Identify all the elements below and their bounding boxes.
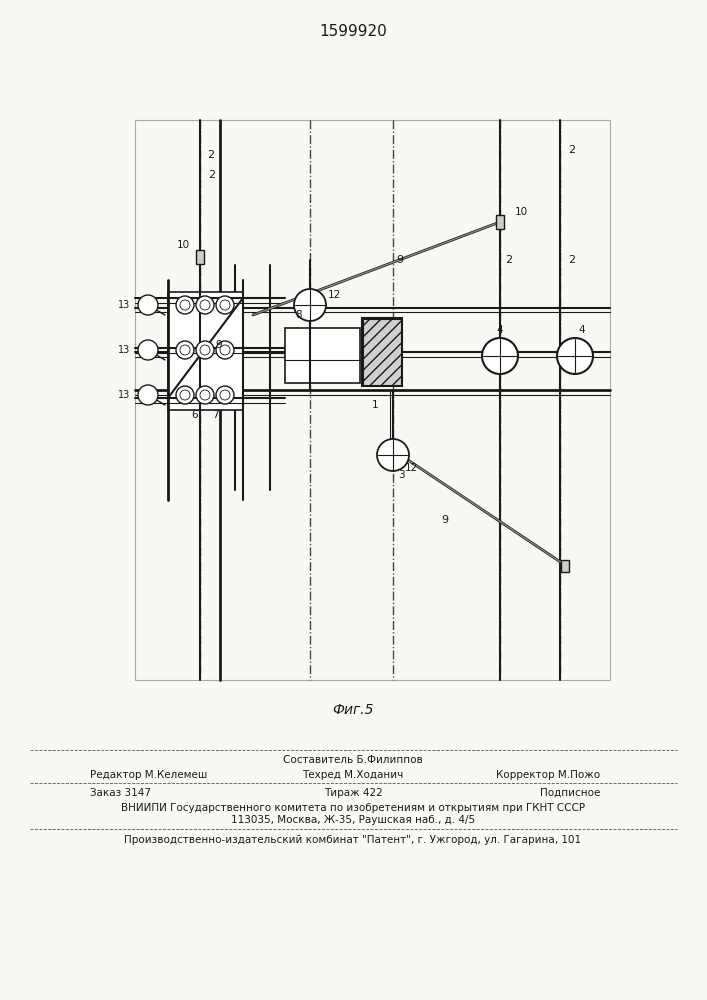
Text: 13: 13 xyxy=(118,390,130,400)
Circle shape xyxy=(196,386,214,404)
Text: 10: 10 xyxy=(177,240,190,250)
Text: 3: 3 xyxy=(398,470,404,480)
Circle shape xyxy=(138,385,158,405)
Text: 1599920: 1599920 xyxy=(319,24,387,39)
Circle shape xyxy=(196,296,214,314)
Circle shape xyxy=(557,338,593,374)
Text: Техред М.Ходанич: Техред М.Ходанич xyxy=(303,770,404,780)
Circle shape xyxy=(220,390,230,400)
Text: 9: 9 xyxy=(215,340,221,350)
Circle shape xyxy=(176,341,194,359)
Bar xyxy=(362,318,402,386)
Circle shape xyxy=(180,390,190,400)
Text: Составитель Б.Филиппов: Составитель Б.Филиппов xyxy=(283,755,423,765)
Text: Производственно-издательский комбинат "Патент", г. Ужгород, ул. Гагарина, 101: Производственно-издательский комбинат "П… xyxy=(124,835,582,845)
Bar xyxy=(135,120,610,680)
Bar xyxy=(168,292,243,410)
Circle shape xyxy=(294,289,326,321)
Circle shape xyxy=(180,345,190,355)
Bar xyxy=(496,215,504,229)
Bar xyxy=(363,319,401,385)
Text: 7: 7 xyxy=(211,410,218,420)
Text: Корректор М.Пожо: Корректор М.Пожо xyxy=(496,770,600,780)
Text: 4: 4 xyxy=(497,325,503,335)
Bar xyxy=(561,560,569,572)
Text: 9: 9 xyxy=(441,515,448,525)
Text: ВНИИПИ Государственного комитета по изобретениям и открытиям при ГКНТ СССР: ВНИИПИ Государственного комитета по изоб… xyxy=(121,803,585,813)
Circle shape xyxy=(216,296,234,314)
Text: Фиг.5: Фиг.5 xyxy=(332,703,374,717)
Text: 12: 12 xyxy=(328,290,341,300)
Text: 9: 9 xyxy=(397,255,404,265)
Text: 1: 1 xyxy=(372,400,378,410)
Circle shape xyxy=(180,300,190,310)
Circle shape xyxy=(138,295,158,315)
Text: 113035, Москва, Ж-35, Раушская наб., д. 4/5: 113035, Москва, Ж-35, Раушская наб., д. … xyxy=(231,815,475,825)
Text: 13: 13 xyxy=(118,300,130,310)
Circle shape xyxy=(377,439,409,471)
Circle shape xyxy=(482,338,518,374)
Text: 2: 2 xyxy=(505,255,512,265)
Circle shape xyxy=(200,300,210,310)
Text: 8: 8 xyxy=(295,310,302,320)
Circle shape xyxy=(176,296,194,314)
Text: Заказ 3147: Заказ 3147 xyxy=(90,788,151,798)
Circle shape xyxy=(220,300,230,310)
Text: 2: 2 xyxy=(568,255,575,265)
Text: 6: 6 xyxy=(192,410,198,420)
Text: Подписное: Подписное xyxy=(539,788,600,798)
Circle shape xyxy=(196,341,214,359)
Circle shape xyxy=(216,386,234,404)
Circle shape xyxy=(216,341,234,359)
Text: 12: 12 xyxy=(405,463,419,473)
Text: 10: 10 xyxy=(515,207,528,217)
Bar xyxy=(285,328,360,383)
Text: 2: 2 xyxy=(207,150,214,160)
Circle shape xyxy=(138,340,158,360)
Circle shape xyxy=(200,390,210,400)
Text: 2: 2 xyxy=(208,170,215,180)
Text: 2: 2 xyxy=(568,145,575,155)
Bar xyxy=(196,250,204,264)
Text: 4: 4 xyxy=(579,325,585,335)
Circle shape xyxy=(200,345,210,355)
Text: Редактор М.Келемеш: Редактор М.Келемеш xyxy=(90,770,207,780)
Circle shape xyxy=(220,345,230,355)
Circle shape xyxy=(176,386,194,404)
Text: 13: 13 xyxy=(118,345,130,355)
Text: Тираж 422: Тираж 422 xyxy=(324,788,382,798)
